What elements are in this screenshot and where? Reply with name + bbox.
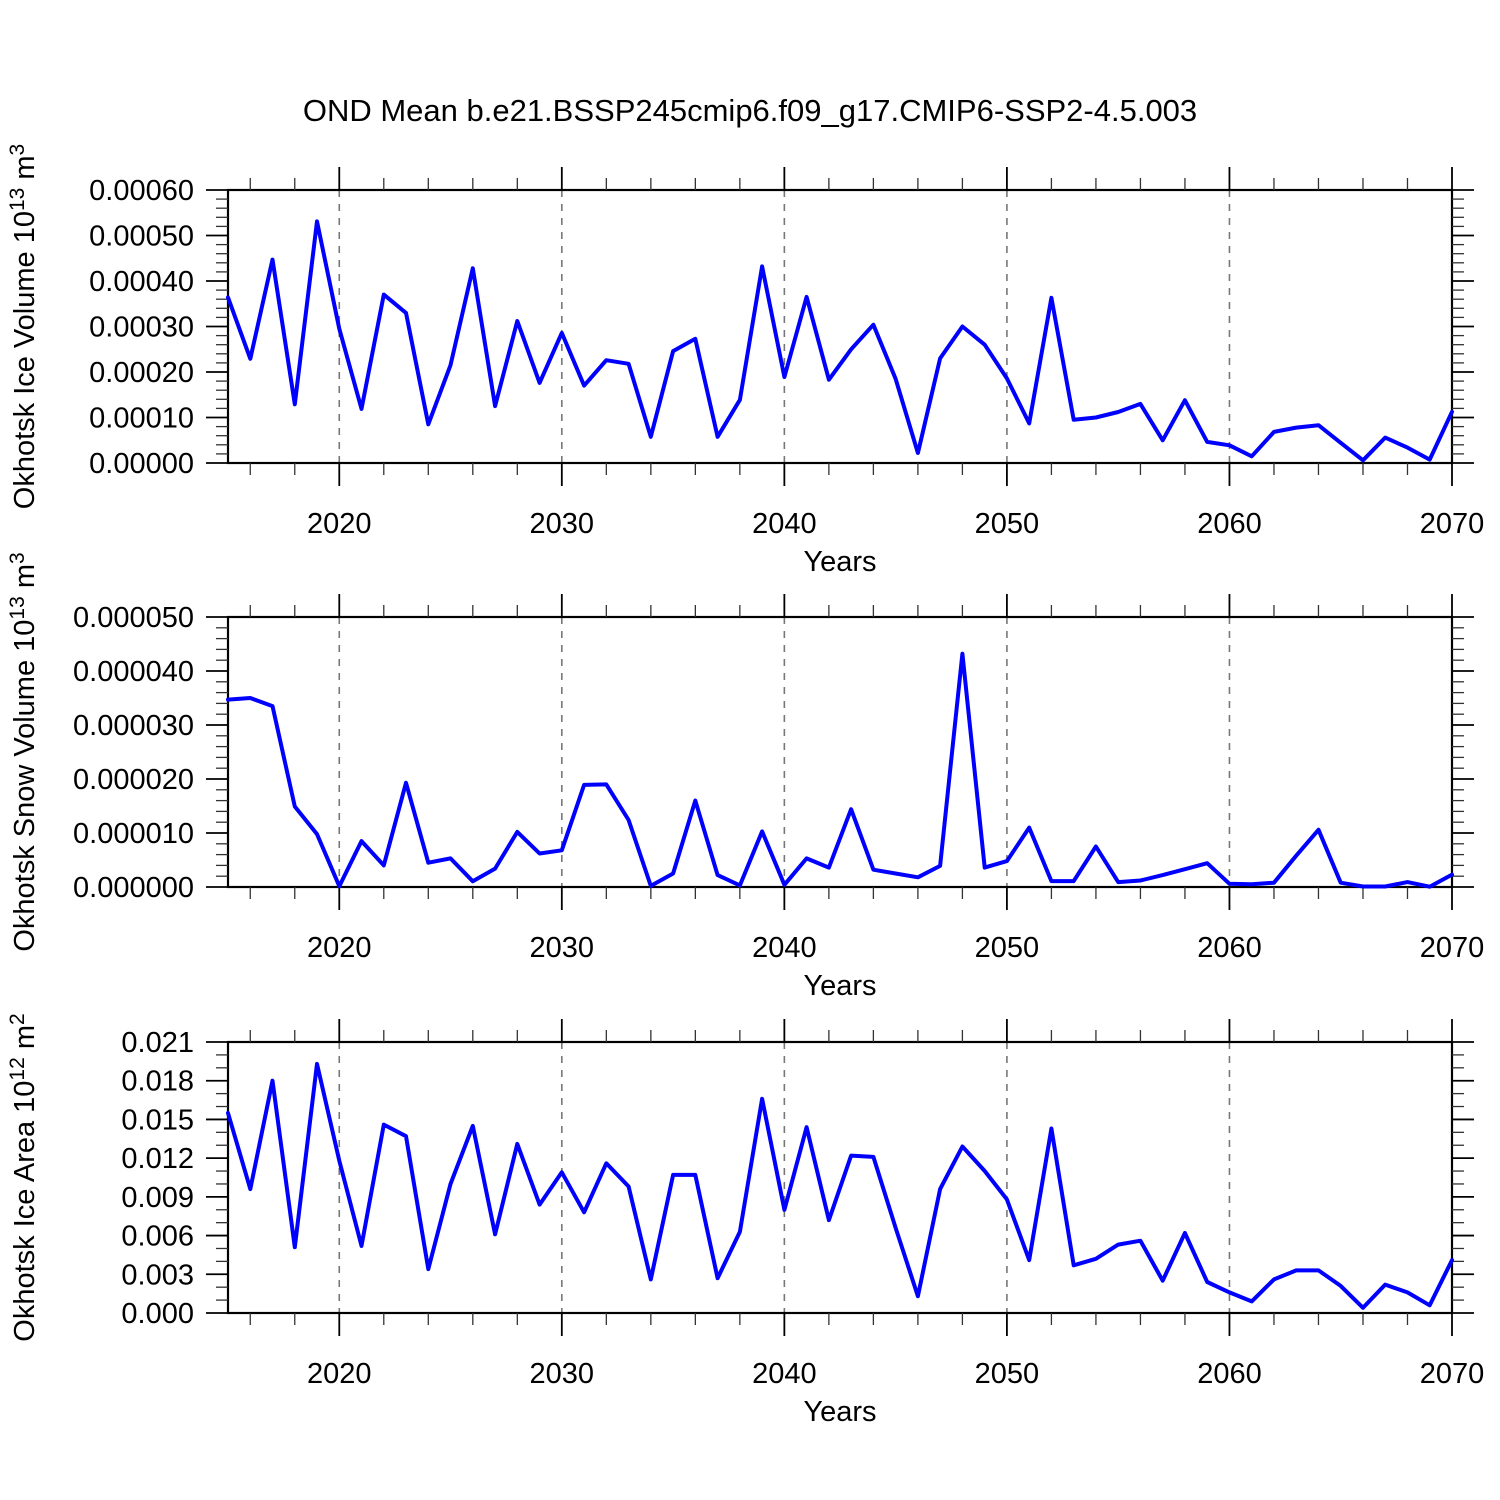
x-tick-label: 2060 <box>1197 932 1262 964</box>
y-tick-label: 0.000020 <box>73 764 194 796</box>
ylabel-text: Okhotsk Ice Volume 10 <box>9 211 41 509</box>
y-tick-label: 0.006 <box>121 1221 194 1253</box>
plot-area-ice-volume: 2020 2030 2040 2050 2060 2070 0.00000 0.00010 0.… <box>89 167 1484 540</box>
y-tick-label: 0.00010 <box>89 403 194 435</box>
x-tick-label: 2040 <box>752 1358 817 1390</box>
y-tick-label: 0.003 <box>121 1259 194 1291</box>
x-axis-title-snow-volume: Years <box>803 970 876 1002</box>
y-tick-label: 0.021 <box>121 1027 194 1059</box>
y-axis-label-snow-volume: Okhotsk Snow Volume 1013 m3 <box>6 552 41 951</box>
panel-ice-area: 2020 2030 2040 2050 2060 2070 0.000 0.003 0.006 0… <box>6 1013 1484 1428</box>
ylabel-text: Okhotsk Snow Volume 10 <box>9 620 41 952</box>
y-tick-label: 0.009 <box>121 1182 194 1214</box>
y-tick-label: 0.015 <box>121 1104 194 1136</box>
x-tick-label: 2050 <box>975 932 1040 964</box>
plot-area-snow-volume: 2020 2030 2040 2050 2060 2070 0.000000 0.000010… <box>73 594 1484 964</box>
y-axis-label-ice-area: Okhotsk Ice Area 1012 m2 <box>6 1013 41 1341</box>
x-tick-label: 2050 <box>975 1358 1040 1390</box>
data-line-snow-volume <box>226 651 1454 889</box>
plot-area-ice-area: 2020 2030 2040 2050 2060 2070 0.000 0.003 0.006 0… <box>121 1019 1484 1390</box>
ylabel-superscript: 2 <box>6 1013 29 1025</box>
y-axis-label-ice-volume: Okhotsk Ice Volume 1013 m3 <box>6 144 41 509</box>
panel-snow-volume: 2020 2030 2040 2050 2060 2070 0.000000 0.000010… <box>6 552 1484 1002</box>
y-tick-label: 0.00000 <box>89 448 194 480</box>
x-tick-label: 2070 <box>1420 1358 1485 1390</box>
x-tick-label: 2070 <box>1420 508 1485 540</box>
x-tick-label: 2060 <box>1197 1358 1262 1390</box>
x-tick-label: 2040 <box>752 932 817 964</box>
data-line-ice-area <box>226 1061 1454 1310</box>
y-tick-label: 0.00030 <box>89 312 194 344</box>
y-tick-label: 0.00050 <box>89 221 194 253</box>
ylabel-text: Okhotsk Ice Area 10 <box>9 1081 41 1342</box>
ylabel-text: m <box>9 155 41 187</box>
x-tick-label: 2050 <box>975 508 1040 540</box>
x-tick-label: 2020 <box>307 932 372 964</box>
x-tick-label: 2020 <box>307 508 372 540</box>
ylabel-text: m <box>9 1025 41 1057</box>
plot-frame <box>226 615 1454 889</box>
chart-title: OND Mean b.e21.BSSP245cmip6.f09_g17.CMIP… <box>303 93 1197 128</box>
plot-frame <box>226 1040 1454 1315</box>
x-tick-label: 2030 <box>530 1358 595 1390</box>
ylabel-text: m <box>9 564 41 596</box>
ylabel-superscript: 13 <box>6 188 29 211</box>
y-tick-label: 0.00020 <box>89 357 194 389</box>
y-tick-label: 0.00040 <box>89 266 194 298</box>
ylabel-superscript: 3 <box>6 552 29 564</box>
y-tick-label: 0.018 <box>121 1066 194 1098</box>
y-tick-label: 0.000030 <box>73 710 194 742</box>
x-tick-label: 2030 <box>530 932 595 964</box>
y-tick-label: 0.00060 <box>89 175 194 207</box>
ylabel-superscript: 13 <box>6 596 29 619</box>
data-line-ice-volume <box>226 219 1454 463</box>
x-tick-label: 2040 <box>752 508 817 540</box>
y-tick-label: 0.012 <box>121 1143 194 1175</box>
y-tick-label: 0.000040 <box>73 656 194 688</box>
x-tick-label: 2060 <box>1197 508 1262 540</box>
ylabel-superscript: 12 <box>6 1057 29 1080</box>
y-tick-label: 0.000 <box>121 1298 194 1330</box>
x-axis-title-ice-area: Years <box>803 1396 876 1428</box>
x-tick-label: 2030 <box>530 508 595 540</box>
y-tick-label: 0.000010 <box>73 818 194 850</box>
ylabel-superscript: 3 <box>6 144 29 156</box>
x-tick-label: 2070 <box>1420 932 1485 964</box>
x-tick-label: 2020 <box>307 1358 372 1390</box>
x-axis-title-ice-volume: Years <box>803 546 876 578</box>
y-tick-label: 0.000050 <box>73 602 194 634</box>
panel-ice-volume: 2020 2030 2040 2050 2060 2070 0.00000 0.00010 0.… <box>6 144 1484 578</box>
y-tick-label: 0.000000 <box>73 872 194 904</box>
plot-frame <box>226 188 1454 465</box>
